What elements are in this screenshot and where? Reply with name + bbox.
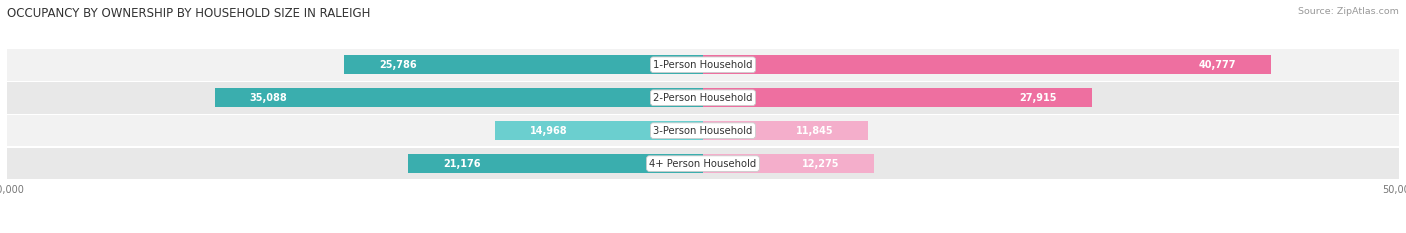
- Bar: [495, 121, 703, 140]
- Bar: [703, 154, 875, 173]
- Bar: [7, 148, 1399, 179]
- Text: 25,786: 25,786: [378, 60, 416, 70]
- Text: 1-Person Household: 1-Person Household: [654, 60, 752, 70]
- Text: 14,968: 14,968: [530, 126, 567, 136]
- Text: OCCUPANCY BY OWNERSHIP BY HOUSEHOLD SIZE IN RALEIGH: OCCUPANCY BY OWNERSHIP BY HOUSEHOLD SIZE…: [7, 7, 370, 20]
- Bar: [703, 55, 1271, 74]
- Text: 40,777: 40,777: [1198, 60, 1236, 70]
- Bar: [703, 88, 1091, 107]
- Text: Source: ZipAtlas.com: Source: ZipAtlas.com: [1298, 7, 1399, 16]
- Bar: [408, 154, 703, 173]
- Bar: [7, 115, 1399, 147]
- Text: 11,845: 11,845: [796, 126, 834, 136]
- Text: 27,915: 27,915: [1019, 93, 1057, 103]
- Text: 21,176: 21,176: [443, 159, 481, 169]
- Bar: [215, 88, 703, 107]
- Bar: [7, 82, 1399, 113]
- Text: 12,275: 12,275: [801, 159, 839, 169]
- Text: 2-Person Household: 2-Person Household: [654, 93, 752, 103]
- Bar: [703, 121, 868, 140]
- Bar: [7, 49, 1399, 81]
- Text: 4+ Person Household: 4+ Person Household: [650, 159, 756, 169]
- Bar: [344, 55, 703, 74]
- Text: 35,088: 35,088: [249, 93, 287, 103]
- Text: 3-Person Household: 3-Person Household: [654, 126, 752, 136]
